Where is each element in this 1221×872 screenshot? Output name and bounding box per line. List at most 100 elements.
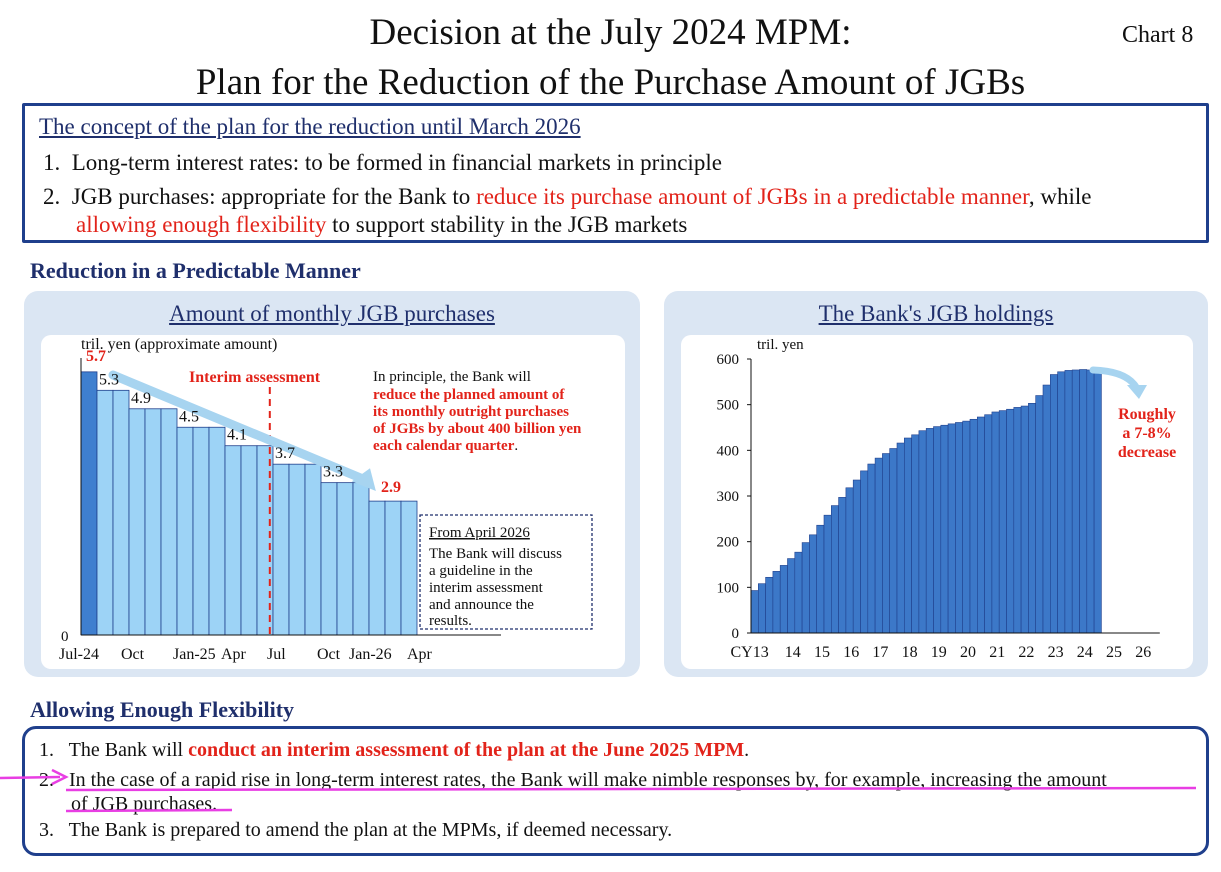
bar [320, 482, 338, 636]
data-label: 4.5 [179, 408, 199, 425]
x-tick-label: 25 [1106, 644, 1122, 661]
bar [352, 482, 370, 636]
data-label: 3.3 [323, 464, 343, 481]
highlight-underline-1 [65, 786, 1197, 792]
monthly-purchases-chart-area: tril. yen (approximate amount) 0 Interim a… [41, 335, 625, 669]
info-box-line-3: a guideline in the [429, 563, 533, 579]
info-box-line-4: interim assessment [429, 580, 544, 596]
bar [80, 371, 98, 636]
bar [208, 426, 226, 636]
x-tick-label: Apr [407, 646, 433, 663]
x-tick-label: 19 [931, 644, 947, 661]
bar [1064, 370, 1073, 634]
bar [192, 426, 210, 636]
flex-item-1-highlight: conduct an interim assessment of the pla… [188, 739, 745, 761]
x-tick-label: Apr [221, 646, 247, 663]
info-box-line-5: and announce the [429, 597, 534, 613]
note-line-5-highlight: each calendar quarter [373, 438, 515, 454]
bar [1086, 369, 1095, 634]
bar [933, 426, 942, 634]
x-tick-label: Oct [317, 646, 341, 663]
jgb-holdings-chart-area: tril. yen 0 100 200 300 400 500 600 CY13 14 15 16 17… [681, 335, 1193, 669]
data-label: 5.3 [99, 371, 119, 388]
bar [1079, 369, 1088, 634]
trend-arrow-head-icon [351, 468, 376, 492]
bar [984, 414, 993, 634]
bar [911, 434, 920, 634]
bar [852, 479, 861, 634]
bar [969, 418, 978, 634]
flex-item-2: 2. In the case of a rapid rise in long-t… [39, 769, 1107, 792]
bar [998, 410, 1007, 634]
bar [838, 497, 847, 634]
flex-item-3-number: 3. [39, 819, 54, 841]
x-tick-label: Jan-25 [173, 646, 216, 663]
annotation-line-2: a 7-8% [1122, 425, 1171, 442]
x-tick-label: CY13 [730, 644, 768, 661]
bar [772, 571, 781, 634]
highlight-underline-2 [65, 808, 233, 813]
x-tick-label: 21 [989, 644, 1005, 661]
y-axis-label: tril. yen (approximate amount) [81, 336, 277, 353]
bar [765, 576, 774, 634]
bar [96, 389, 114, 636]
note-line-5-end: . [514, 438, 518, 454]
concept-item-1-number: 1. [43, 150, 61, 175]
y-tick-label: 500 [717, 398, 740, 414]
x-tick-label: Oct [121, 646, 145, 663]
section-title-flexibility: Allowing Enough Flexibility [30, 697, 295, 722]
bar [918, 430, 927, 634]
bar [1035, 395, 1044, 634]
decrease-arrow-head-icon [1127, 385, 1147, 399]
bar [758, 583, 766, 634]
jgb-holdings-panel: The Bank's JGB holdings tril. yen 0 100 200… [664, 291, 1208, 677]
flex-item-1-number: 1. [39, 739, 54, 761]
x-tick-label: 26 [1135, 644, 1151, 661]
bar [816, 524, 825, 634]
bar [955, 422, 963, 634]
bar [860, 470, 869, 634]
flex-item-3: 3. The Bank is prepared to amend the pla… [39, 819, 672, 842]
bar [384, 500, 402, 636]
bar [947, 423, 956, 634]
bar [1093, 369, 1102, 634]
bar [160, 408, 178, 636]
bar [845, 487, 854, 634]
bar [889, 448, 898, 634]
note-line-4: of JGBs by about 400 billion yen [373, 421, 582, 437]
y-tick-label: 400 [717, 443, 740, 459]
y-tick-label: 0 [61, 629, 69, 645]
bar [368, 500, 386, 636]
highlight-arrow-icon [51, 768, 69, 786]
bar [779, 565, 788, 634]
y-tick-label: 200 [717, 535, 740, 551]
bar [304, 463, 322, 636]
note-line-3: its monthly outright purchases [373, 404, 569, 420]
bar [1071, 369, 1080, 634]
decrease-arrow-line [1089, 366, 1140, 391]
monthly-purchases-panel: Amount of monthly JGB purchases tril. ye… [24, 291, 640, 677]
concept-heading: The concept of the plan for the reductio… [39, 114, 581, 139]
bar [750, 590, 759, 634]
bar [794, 551, 803, 634]
bar [896, 442, 905, 634]
bar [1028, 402, 1036, 634]
bar [867, 463, 876, 634]
monthly-purchases-title: Amount of monthly JGB purchases [169, 301, 495, 326]
chart-number-label: Chart 8 [1122, 22, 1194, 48]
bar [224, 445, 242, 636]
page-title-line1: Decision at the July 2024 MPM: [369, 12, 852, 53]
note-line-2: reduce the planned amount of [373, 387, 565, 403]
y-tick-label: 300 [717, 489, 740, 505]
bar [874, 457, 883, 634]
bar [940, 424, 949, 634]
page-title-line2: Plan for the Reduction of the Purchase A… [195, 62, 1026, 103]
x-tick-label: Jan-26 [349, 646, 392, 663]
flex-item-1-text-a: The Bank will [68, 739, 189, 761]
bar [787, 558, 796, 634]
x-tick-label: 17 [872, 644, 888, 661]
bar [336, 482, 354, 636]
trend-arrow-line [108, 370, 368, 484]
info-box-line-1: From April 2026 [429, 525, 530, 541]
concept-item-2-text-c: , while [1028, 184, 1092, 209]
